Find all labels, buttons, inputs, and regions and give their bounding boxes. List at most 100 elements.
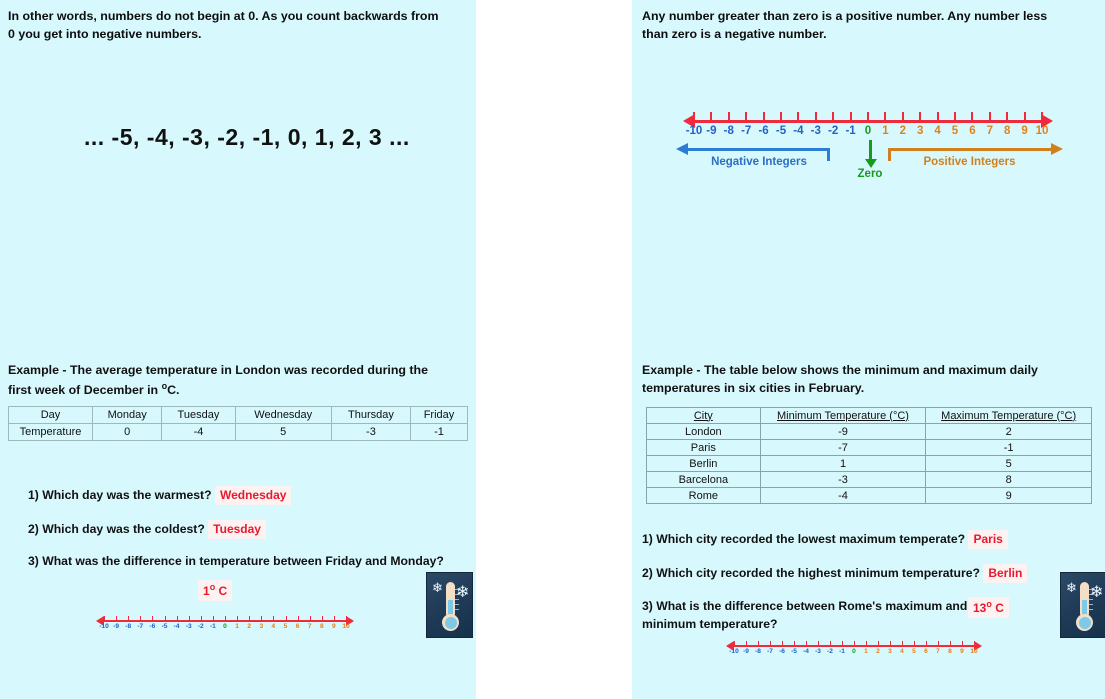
number-line-label: 0 xyxy=(864,125,872,137)
row-label-day: Day xyxy=(8,406,93,424)
number-line-tick xyxy=(188,616,190,622)
number-line-label: -2 xyxy=(827,648,833,655)
left-example-intro: Example - The average temperature in Lon… xyxy=(8,363,428,398)
number-line-label: 5 xyxy=(283,623,288,630)
number-line-label: -10 xyxy=(99,623,109,630)
number-line-tick xyxy=(832,112,835,122)
right-q1-text: Which city recorded the lowest maximum t… xyxy=(656,532,966,546)
arrow-down-icon xyxy=(864,159,877,168)
thermometer-graduation xyxy=(1089,604,1093,605)
thermometer-graduation xyxy=(1089,594,1093,595)
city-cell: Rome xyxy=(646,487,761,504)
temperature-cell: -3 xyxy=(330,423,411,441)
number-line-tick xyxy=(878,641,879,647)
number-line-tick xyxy=(1006,112,1009,122)
min-temp-cell: 1 xyxy=(759,455,927,472)
number-line-tick xyxy=(261,616,263,622)
city-temperature-table: City Minimum Temperature (°C) Maximum Temp… xyxy=(646,407,1092,504)
number-line-label: 7 xyxy=(936,648,940,655)
right-intro-text: Any number greater than zero is a positi… xyxy=(642,9,1048,41)
number-line-tick xyxy=(212,616,214,622)
number-line-label: -9 xyxy=(706,125,717,137)
number-line-label: -5 xyxy=(775,125,787,137)
number-line-label: 0 xyxy=(852,648,856,655)
right-example-text: Example - The table below shows the mini… xyxy=(642,363,1038,395)
bracket-bar xyxy=(888,148,1051,151)
number-line-tick xyxy=(758,641,759,647)
left-q3-answer: 1o C xyxy=(198,580,233,602)
number-line-label: 5 xyxy=(951,125,959,137)
number-line-label: -10 xyxy=(685,125,703,137)
arrow-left-icon xyxy=(676,142,688,155)
left-q3-text: What was the difference in temperature b… xyxy=(42,554,444,568)
number-line-label: -1 xyxy=(839,648,845,655)
arrow-left-icon xyxy=(683,114,695,128)
table-row: Day Monday Tuesday Wednesday Thursday Friday xyxy=(8,406,469,424)
number-line-label: 6 xyxy=(924,648,928,655)
number-line-tick xyxy=(926,641,927,647)
arrow-left-icon xyxy=(96,616,104,626)
thermometer-graduation xyxy=(455,609,459,610)
number-line-label: -7 xyxy=(137,623,144,630)
table-row: Barcelona -3 8 xyxy=(646,471,1092,488)
min-temp-cell: -4 xyxy=(759,487,927,504)
number-line-tick xyxy=(950,641,951,647)
number-line-label: 1 xyxy=(882,125,889,137)
arrow-right-icon xyxy=(974,641,982,651)
snowflake-icon: ❄ xyxy=(1066,580,1077,595)
left-q3-answer-degree: o xyxy=(209,582,216,592)
number-line-tick xyxy=(225,616,226,622)
number-line-label: 9 xyxy=(1021,125,1028,137)
number-line-label: 10 xyxy=(342,623,350,630)
number-line-tick xyxy=(782,641,783,647)
number-line-tick xyxy=(830,641,831,647)
number-line-label: -3 xyxy=(815,648,821,655)
right-q3-answer-unit: C xyxy=(995,601,1004,615)
number-line-tick xyxy=(914,641,915,647)
snowflake-icon: ❄ xyxy=(432,580,443,595)
thermometer-bulb-fill xyxy=(444,616,457,629)
day-cell: Wednesday xyxy=(234,406,332,424)
slide-left: In other words, numbers do not begin at … xyxy=(0,0,476,699)
zero-label: Zero xyxy=(857,168,883,180)
number-line-tick xyxy=(884,112,887,122)
number-line-label: -8 xyxy=(723,125,734,137)
row-label-temperature: Temperature xyxy=(8,423,93,441)
number-line-tick xyxy=(693,112,695,122)
number-line-label: -5 xyxy=(161,623,168,630)
number-line-label: 8 xyxy=(319,623,324,630)
arrow-right-icon xyxy=(1051,142,1063,155)
number-line-tick xyxy=(727,112,730,122)
number-line-label: 10 xyxy=(970,648,978,655)
number-line-label: 4 xyxy=(900,648,904,655)
number-line-label: 10 xyxy=(1035,125,1049,137)
right-q3-text: What is the difference between Rome's ma… xyxy=(642,599,968,631)
snowflake-icon: ❄ xyxy=(1090,584,1104,601)
thermometer-fill xyxy=(448,600,453,620)
left-q1-number: 1) xyxy=(28,488,39,502)
left-q3-answer-value: 1 xyxy=(203,584,210,598)
right-question-2: 2) Which city recorded the highest minim… xyxy=(642,564,1092,584)
number-line-tick xyxy=(814,112,817,122)
left-question-3: 3) What was the difference in temperatur… xyxy=(28,553,468,571)
number-line-label: -6 xyxy=(779,648,785,655)
number-line-tick xyxy=(1023,112,1026,122)
city-cell: Barcelona xyxy=(646,471,761,488)
min-temp-cell: -3 xyxy=(759,471,927,488)
number-line-label: -8 xyxy=(125,623,132,630)
number-line-tick xyxy=(954,112,956,122)
number-line-label: -4 xyxy=(803,648,809,655)
right-q1-answer: Paris xyxy=(968,530,1008,550)
number-line-label: 7 xyxy=(986,125,993,137)
column-header: Minimum Temperature (°C) xyxy=(759,407,927,424)
small-number-line-right: -10 -9 -8 -7 -6 -5 -4 -3 -2 -1 0 1 2 3 4 5 6 7 8 9 10 xyxy=(726,640,982,662)
left-q3-answer-wrap: 1o C xyxy=(198,580,233,602)
number-line-tick xyxy=(988,112,991,122)
number-line-tick xyxy=(938,641,939,647)
integer-number-line-diagram: -10 -9 -8 -7 -6 -5 -4 -3 -2 -1 0 1 2 3 4 5 6 7 8 9 10 xyxy=(683,110,1053,144)
day-cell: Friday xyxy=(409,406,469,424)
number-line-tick xyxy=(249,616,251,622)
number-line-label: 4 xyxy=(934,125,941,137)
number-line-label: 7 xyxy=(307,623,312,630)
